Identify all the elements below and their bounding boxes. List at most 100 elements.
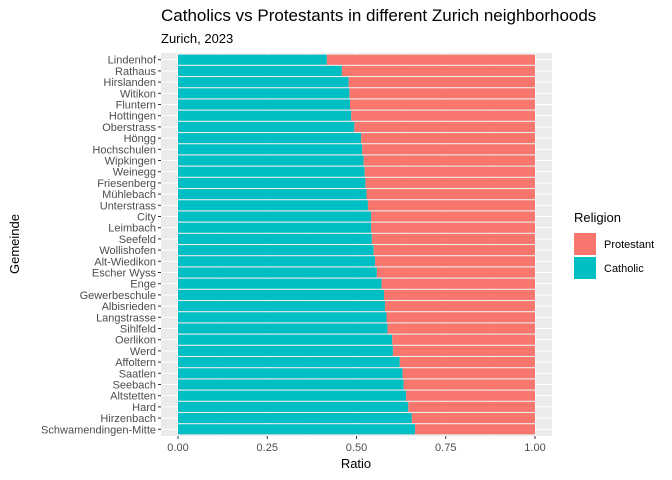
bar-protestant-weinegg bbox=[364, 166, 535, 177]
bar-catholic-gewerbeschule bbox=[178, 289, 384, 300]
bar-catholic-langstrasse bbox=[178, 312, 387, 323]
bar-catholic-hochschulen bbox=[178, 144, 363, 155]
y-tick-label: Hirslanden bbox=[103, 77, 156, 89]
y-tick-label: Seebach bbox=[113, 379, 156, 391]
y-tick-label: Gewerbeschule bbox=[80, 290, 156, 302]
y-tick-label: Langstrasse bbox=[96, 312, 156, 324]
legend-key-protestant bbox=[574, 233, 596, 255]
bar-catholic-rathaus bbox=[178, 65, 342, 76]
bar-protestant-langstrasse bbox=[386, 312, 535, 323]
x-tick-label: 0.25 bbox=[257, 442, 278, 454]
bar-catholic-weinegg bbox=[178, 166, 365, 177]
bar-protestant-enge bbox=[381, 278, 535, 289]
bar-catholic-hottingen bbox=[178, 110, 352, 121]
bar-protestant-altstetten bbox=[406, 390, 535, 401]
bar-catholic-leimbach bbox=[178, 222, 372, 233]
bar-protestant-leimbach bbox=[371, 222, 535, 233]
x-tick-label: 0.75 bbox=[435, 442, 456, 454]
y-tick-label: Affoltern bbox=[115, 357, 156, 369]
y-tick-label: Hochschulen bbox=[92, 144, 156, 156]
bar-protestant-höngg bbox=[361, 133, 535, 144]
bar-catholic-witikon bbox=[178, 88, 350, 99]
y-tick-label: Mühlebach bbox=[102, 189, 156, 201]
bar-protestant-oberstrass bbox=[354, 121, 535, 132]
bar-protestant-unterstrass bbox=[367, 200, 535, 211]
bar-protestant-wipkingen bbox=[363, 155, 535, 166]
y-tick-label: Enge bbox=[130, 279, 156, 291]
y-tick-label: Wipkingen bbox=[105, 156, 156, 168]
bar-catholic-hirzenbach bbox=[178, 413, 412, 424]
x-tick-label: 0.50 bbox=[346, 442, 367, 454]
bar-catholic-friesenberg bbox=[178, 177, 366, 188]
y-tick-label: Weinegg bbox=[113, 167, 156, 179]
bar-protestant-albisrieden bbox=[385, 301, 535, 312]
y-tick-label: Rathaus bbox=[115, 66, 156, 78]
y-tick-label: Witikon bbox=[120, 88, 156, 100]
bar-protestant-werd bbox=[392, 345, 535, 356]
bar-catholic-hirslanden bbox=[178, 77, 349, 88]
bar-catholic-enge bbox=[178, 278, 382, 289]
bar-catholic-seefeld bbox=[178, 233, 372, 244]
x-tick-label: 0.00 bbox=[167, 442, 188, 454]
bars bbox=[178, 54, 535, 435]
bar-catholic-unterstrass bbox=[178, 200, 368, 211]
chart-title: Catholics vs Protestants in different Zu… bbox=[161, 6, 596, 25]
bar-catholic-höngg bbox=[178, 133, 362, 144]
bar-protestant-hard bbox=[408, 401, 535, 412]
legend-label-protestant: Protestant bbox=[604, 239, 654, 251]
y-tick-label: Unterstrass bbox=[100, 200, 157, 212]
legend-label-catholic: Catholic bbox=[604, 263, 644, 275]
y-tick-label: City bbox=[137, 212, 156, 224]
bar-catholic-lindenhof bbox=[178, 54, 327, 65]
y-tick-label: Seefeld bbox=[119, 234, 156, 246]
bar-catholic-werd bbox=[178, 345, 393, 356]
bar-protestant-alt-wiedikon bbox=[375, 256, 535, 267]
y-tick-label: Friesenberg bbox=[97, 178, 156, 190]
y-tick-label: Oberstrass bbox=[102, 122, 156, 134]
bar-catholic-albisrieden bbox=[178, 301, 386, 312]
bar-protestant-gewerbeschule bbox=[383, 289, 535, 300]
bar-protestant-seefeld bbox=[371, 233, 535, 244]
bar-protestant-hochschulen bbox=[362, 144, 535, 155]
y-tick-labels: LindenhofRathausHirslandenWitikonFlunter… bbox=[41, 55, 161, 436]
bar-protestant-city bbox=[371, 211, 535, 222]
y-tick-label: Albisrieden bbox=[102, 301, 156, 313]
bar-catholic-alt-wiedikon bbox=[178, 256, 376, 267]
bar-protestant-mühlebach bbox=[366, 189, 535, 200]
x-axis-title: Ratio bbox=[341, 456, 371, 471]
y-tick-label: Lindenhof bbox=[108, 55, 157, 67]
y-tick-label: Alt-Wiedikon bbox=[94, 256, 156, 268]
x-ticks: 0.00 0.25 0.50 0.75 1.00 bbox=[167, 436, 546, 454]
bar-catholic-saatlen bbox=[178, 368, 403, 379]
bar-protestant-friesenberg bbox=[365, 177, 535, 188]
y-tick-label: Wollishofen bbox=[99, 245, 156, 257]
bar-protestant-seebach bbox=[403, 379, 535, 390]
bar-protestant-witikon bbox=[349, 88, 535, 99]
y-tick-label: Werd bbox=[130, 346, 156, 358]
bar-protestant-escher-wyss bbox=[376, 267, 535, 278]
bar-catholic-wipkingen bbox=[178, 155, 364, 166]
bar-catholic-escher-wyss bbox=[178, 267, 377, 278]
y-tick-label: Escher Wyss bbox=[92, 267, 157, 279]
bar-catholic-oerlikon bbox=[178, 334, 393, 345]
legend: Religion Protestant Catholic bbox=[574, 210, 654, 279]
bar-protestant-fluntern bbox=[350, 99, 535, 110]
y-tick-label: Oerlikon bbox=[115, 335, 156, 347]
y-tick-label: Altstetten bbox=[110, 391, 156, 403]
bar-catholic-wollishofen bbox=[178, 245, 374, 256]
bar-protestant-affoltern bbox=[399, 357, 535, 368]
bar-catholic-oberstrass bbox=[178, 121, 355, 132]
bar-protestant-hirslanden bbox=[348, 77, 535, 88]
y-axis-title: Gemeinde bbox=[7, 214, 22, 274]
bar-protestant-wollishofen bbox=[373, 245, 535, 256]
bar-catholic-schwamendingen-mitte bbox=[178, 424, 416, 435]
y-tick-label: Höngg bbox=[124, 133, 156, 145]
y-tick-label: Schwamendingen-Mitte bbox=[41, 424, 156, 436]
bar-catholic-seebach bbox=[178, 379, 404, 390]
y-tick-label: Leimbach bbox=[108, 223, 156, 235]
y-tick-label: Fluntern bbox=[116, 100, 156, 112]
chart-subtitle: Zurich, 2023 bbox=[161, 31, 233, 46]
bar-protestant-schwamendingen-mitte bbox=[415, 424, 535, 435]
bar-protestant-oerlikon bbox=[392, 334, 535, 345]
